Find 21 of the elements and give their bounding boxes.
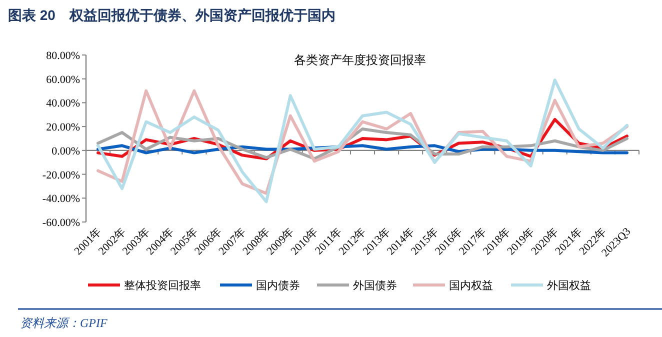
ytick: 80.00% [46,50,80,62]
legend-item: 国内权益 [413,280,493,292]
legend-item: 外国债券 [317,280,397,292]
ytick: -20.00% [42,169,80,182]
legend-item: 国内债券 [220,280,300,292]
ytick: -40.00% [42,193,80,206]
subtitle: 各类资产年度投资回报率 [294,53,426,67]
ytick: 0.00% [52,145,80,158]
legend-label: 整体投资回报率 [124,279,201,292]
legend-label: 国内权益 [449,279,493,292]
ytick: 60.00% [46,74,80,86]
title: 图表 20 权益回报优于债券、外国资产回报优于国内 [8,7,336,23]
legend-item: 外国权益 [511,280,591,292]
ytick: 20.00% [46,122,80,134]
legend-label: 外国权益 [547,280,591,292]
ytick: 40.00% [46,98,80,110]
annotation: 资料来源：GPIF [20,316,108,330]
legend-item: 整体投资回报率 [88,280,201,292]
legend-label: 国内债券 [256,279,300,292]
legend-label: 外国债券 [353,279,397,292]
ytick: -60.00% [42,217,80,229]
